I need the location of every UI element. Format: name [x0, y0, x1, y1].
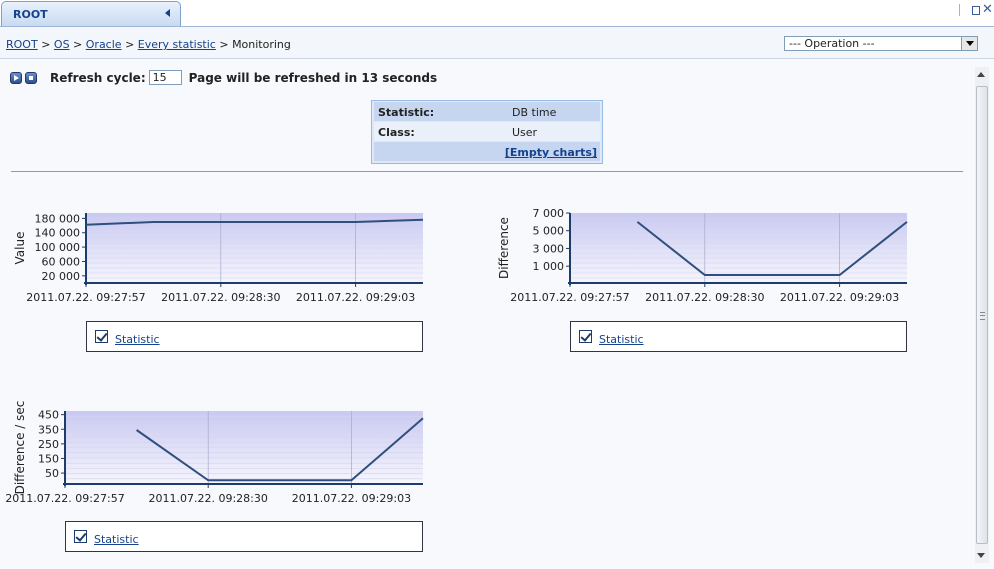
close-icon[interactable]: ✕: [982, 2, 993, 17]
legend-chart-difference-per-sec: Statistic: [65, 521, 423, 552]
breadcrumb-link-oracle[interactable]: Oracle: [85, 38, 122, 51]
series-line-statistic: [136, 417, 424, 482]
x-tick-label: 2011.07.22. 09:28:30: [161, 291, 280, 304]
x-tick-label: 2011.07.22. 09:29:03: [780, 291, 899, 304]
breadcrumb: ROOT > OS > Oracle > Every statistic > M…: [6, 38, 291, 51]
monitoring-panel: Refresh cycle: 15 Page will be refreshed…: [0, 59, 994, 569]
y-tick-label: 1 000: [533, 260, 565, 273]
y-tick-label: 50: [45, 467, 59, 480]
refresh-countdown: Page will be refreshed in 13 seconds: [188, 70, 438, 85]
y-tick-label: 150: [38, 452, 59, 465]
class-value: User: [512, 126, 538, 139]
y-tick-label: 140 000: [35, 227, 81, 240]
y-axis-label: Difference / sec: [13, 401, 27, 495]
scroll-up-icon[interactable]: [977, 72, 985, 77]
y-tick-label: 180 000: [35, 212, 81, 225]
chart-difference: 7 000 5 000 3 000 1 000 2011.07.22. 09:27:57…: [497, 207, 908, 304]
breadcrumb-link-every-statistic[interactable]: Every statistic: [137, 38, 216, 51]
tab-title: ROOT: [13, 8, 48, 21]
play-icon[interactable]: [10, 71, 22, 84]
y-tick-label: 100 000: [35, 241, 81, 254]
y-tick-label: 450: [38, 409, 59, 422]
operation-select-value: --- Operation ---: [789, 37, 875, 50]
x-tick-label: 2011.07.22. 09:28:30: [645, 291, 764, 304]
statistic-info-box: Statistic: DB time Class: User [Empty ch…: [371, 100, 603, 164]
operation-select[interactable]: --- Operation ---: [784, 36, 978, 51]
x-tick-label: 2011.07.22. 09:27:57: [26, 291, 145, 304]
legend-link-statistic[interactable]: Statistic: [94, 533, 139, 546]
class-label: Class:: [378, 126, 415, 139]
vertical-scrollbar[interactable]: [975, 67, 989, 563]
statistic-checkbox[interactable]: [579, 330, 592, 343]
tab-strip: ROOT ✕: [0, 0, 994, 27]
breadcrumb-separator: >: [41, 38, 51, 51]
scrollbar-thumb[interactable]: [976, 86, 988, 544]
scroll-down-icon[interactable]: [977, 553, 985, 558]
breadcrumb-current: Monitoring: [232, 38, 291, 51]
legend-chart-difference: Statistic: [570, 321, 907, 352]
dropdown-arrow-icon[interactable]: [961, 37, 977, 50]
y-tick-label: 250: [38, 438, 59, 451]
window-controls: ✕: [959, 2, 993, 18]
y-tick-label: 7 000: [533, 207, 565, 220]
x-tick-label: 2011.07.22. 09:27:57: [6, 492, 125, 505]
series-line-statistic: [85, 218, 424, 226]
legend-link-statistic[interactable]: Statistic: [599, 333, 644, 346]
y-tick-label: 5 000: [533, 225, 565, 238]
y-axis-label: Value: [13, 232, 27, 265]
refresh-cycle-input[interactable]: 15: [148, 70, 182, 85]
legend-link-statistic[interactable]: Statistic: [115, 333, 160, 346]
maximize-icon[interactable]: [972, 5, 980, 15]
info-row-actions: [Empty charts]: [374, 142, 600, 161]
y-tick-label: 3 000: [533, 242, 565, 255]
tab-root[interactable]: ROOT: [1, 1, 181, 26]
breadcrumb-separator: >: [219, 38, 229, 51]
x-tick-label: 2011.07.22. 09:29:03: [292, 492, 411, 505]
divider: [11, 171, 963, 172]
empty-charts-link[interactable]: [Empty charts]: [504, 146, 597, 159]
refresh-cycle-label: Refresh cycle:: [50, 70, 146, 85]
info-row-class: Class: User: [374, 122, 600, 141]
refresh-controls: Refresh cycle: 15 Page will be refreshed…: [10, 70, 437, 85]
y-axis-label: Difference: [497, 217, 511, 279]
collapse-arrow-icon[interactable]: [165, 9, 170, 17]
statistic-checkbox[interactable]: [95, 330, 108, 343]
breadcrumb-separator: >: [73, 38, 83, 51]
breadcrumb-separator: >: [125, 38, 135, 51]
breadcrumb-link-root[interactable]: ROOT: [6, 38, 38, 51]
y-tick-label: 350: [38, 423, 59, 436]
breadcrumb-link-os[interactable]: OS: [53, 38, 70, 51]
statistic-label: Statistic:: [378, 106, 435, 119]
legend-chart-value: Statistic: [86, 321, 423, 352]
toolbar: ROOT > OS > Oracle > Every statistic > M…: [0, 27, 994, 59]
statistic-value: DB time: [512, 106, 557, 119]
stop-icon[interactable]: [25, 71, 37, 84]
tab-scroll-icon[interactable]: [959, 4, 970, 16]
statistic-checkbox[interactable]: [74, 530, 87, 543]
x-tick-label: 2011.07.22. 09:27:57: [510, 291, 629, 304]
x-tick-label: 2011.07.22. 09:29:03: [296, 291, 415, 304]
y-tick-label: 60 000: [42, 255, 81, 268]
x-tick-label: 2011.07.22. 09:28:30: [149, 492, 268, 505]
grip-icon: [980, 312, 985, 320]
y-tick-label: 20 000: [42, 270, 81, 283]
series-line-statistic: [636, 221, 908, 276]
info-row-statistic: Statistic: DB time: [374, 102, 600, 121]
